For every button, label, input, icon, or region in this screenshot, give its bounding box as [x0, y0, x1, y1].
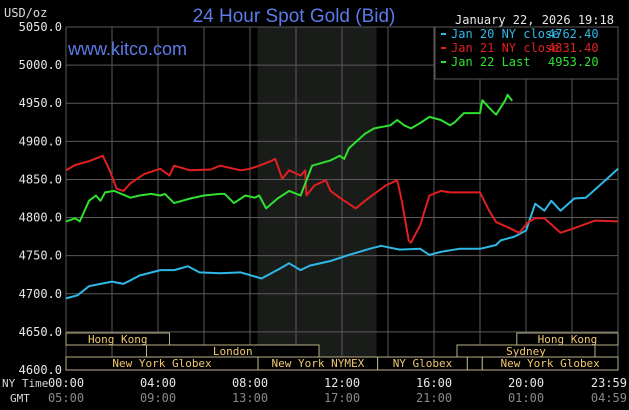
- ny-time-label: NY Time: [2, 377, 48, 390]
- y-tick-label: 4900.0: [19, 134, 62, 148]
- y-tick-label: 4950.0: [19, 96, 62, 110]
- price-line: [65, 154, 619, 244]
- y-tick-label: 4850.0: [19, 172, 62, 186]
- legend-value: 4762.40: [548, 27, 599, 41]
- y-tick-label: 5000.0: [19, 58, 62, 72]
- session-bar: [65, 332, 170, 346]
- y-tick-label: 4700.0: [19, 287, 62, 301]
- gmt-time-tick: 09:00: [140, 391, 176, 405]
- session-label: NY Globex: [393, 357, 453, 370]
- gmt-time-tick: 05:00: [48, 391, 84, 405]
- session-label: Hong Kong: [88, 333, 148, 346]
- ny-time-tick: 12:00: [324, 376, 360, 390]
- ny-time-tick: 23:59: [591, 376, 627, 390]
- legend-label: Jan 20 NY close: [451, 27, 559, 41]
- ny-time-tick: 00:00: [48, 376, 84, 390]
- session-bar: [466, 356, 483, 371]
- legend-label: Jan 22 Last: [451, 55, 530, 69]
- gmt-time-tick: 21:00: [416, 391, 452, 405]
- chart-title: 24 Hour Spot Gold (Bid): [193, 6, 396, 27]
- session-label: Sydney: [506, 345, 546, 358]
- price-line: [65, 93, 513, 223]
- session-label: London: [213, 345, 253, 358]
- gmt-label: GMT: [10, 392, 30, 405]
- legend-swatch: [441, 61, 446, 63]
- y-tick-label: 5050.0: [19, 20, 62, 34]
- session-bar: [481, 356, 619, 371]
- legend-swatch: [441, 47, 446, 49]
- ny-time-tick: 20:00: [508, 376, 544, 390]
- legend-box: [434, 26, 619, 80]
- kitco-watermark: www.kitco.com: [67, 39, 187, 59]
- session-label: Hong Kong: [538, 333, 598, 346]
- price-line: [65, 168, 619, 300]
- session-label: New York NYMEX: [271, 357, 364, 370]
- y-tick-label: 4650.0: [19, 325, 62, 339]
- nymex-shaded-period: [257, 27, 377, 370]
- unit-label: USD/oz: [4, 6, 47, 20]
- timestamp: January 22, 2026 19:18: [455, 13, 614, 27]
- gmt-time-tick: 13:00: [232, 391, 268, 405]
- gmt-time-tick: 01:00: [508, 391, 544, 405]
- legend-value: 4953.20: [548, 55, 599, 69]
- ny-time-tick: 04:00: [140, 376, 176, 390]
- ny-time-tick: 16:00: [416, 376, 452, 390]
- legend-value: 4831.40: [548, 41, 599, 55]
- ny-time-tick: 08:00: [232, 376, 268, 390]
- legend-label: Jan 21 NY close: [451, 41, 559, 55]
- y-tick-label: 4600.0: [19, 363, 62, 377]
- y-tick-label: 4750.0: [19, 249, 62, 263]
- gmt-time-tick: 04:59: [591, 391, 627, 405]
- session-label: New York Globex: [112, 357, 212, 370]
- gmt-time-tick: 17:00: [324, 391, 360, 405]
- legend-swatch: [441, 33, 446, 35]
- y-tick-label: 4800.0: [19, 211, 62, 225]
- session-label: New York Globex: [500, 357, 600, 370]
